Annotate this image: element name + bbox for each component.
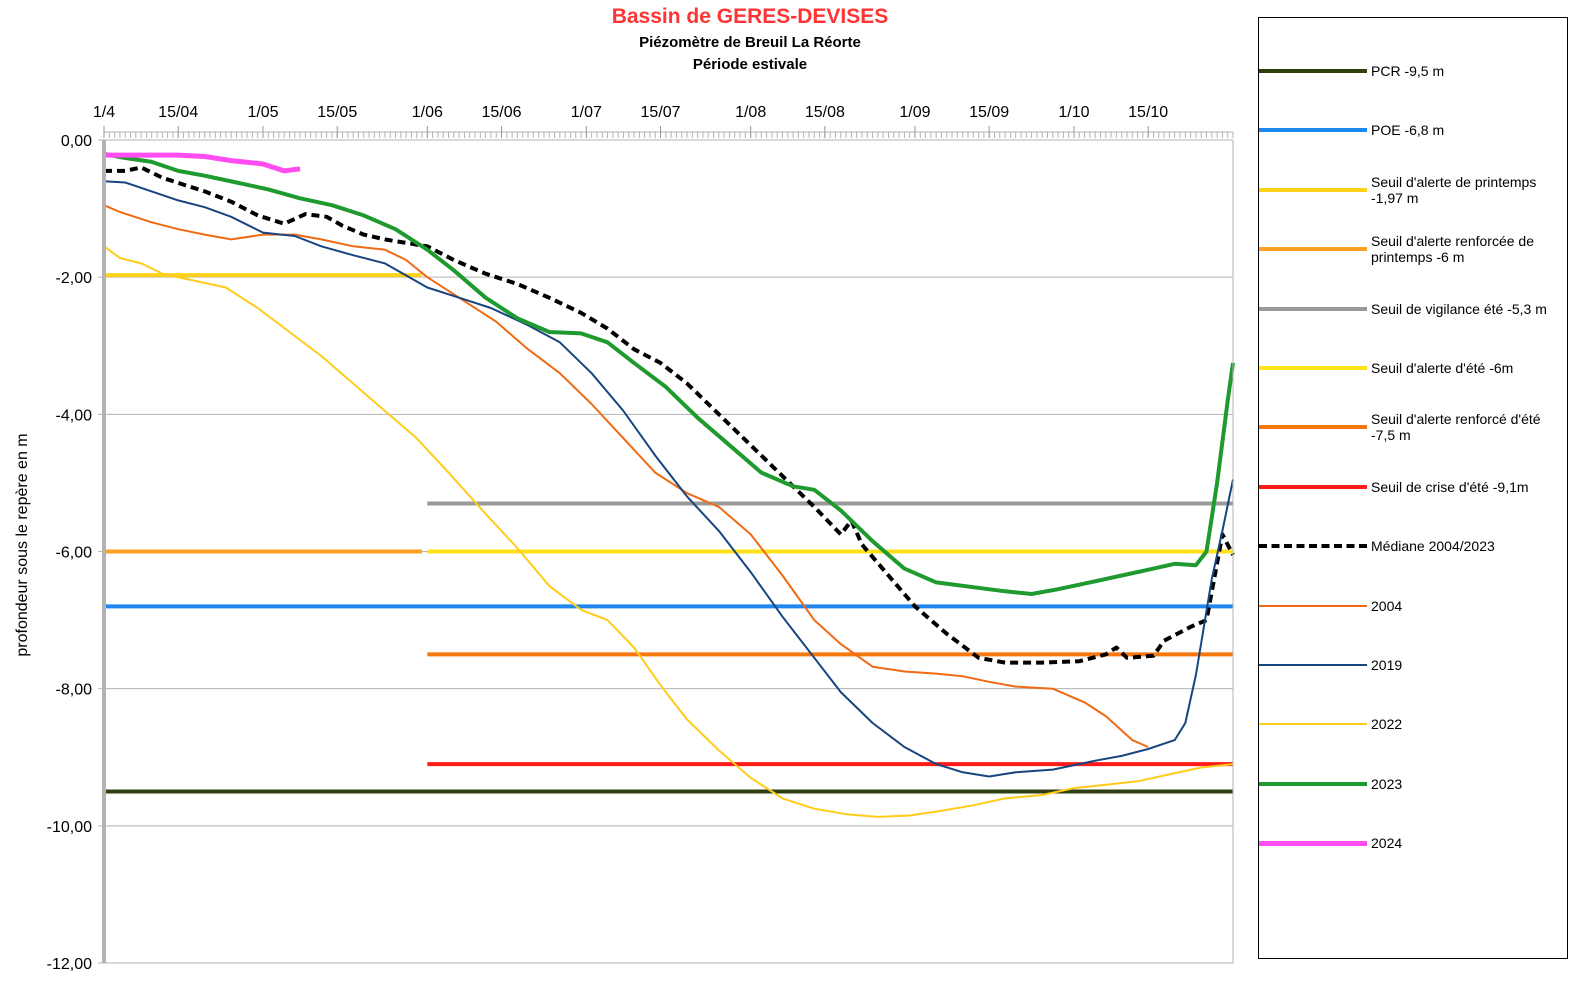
legend-label: Seuil de crise d'été -9,1m xyxy=(1371,479,1563,495)
legend-swatch xyxy=(1259,544,1367,548)
series-line-2019 xyxy=(104,181,1233,776)
legend-swatch xyxy=(1259,841,1367,846)
x-tick-label: 1/07 xyxy=(571,104,602,121)
legend-label: Seuil d'alerte de printemps -1,97 m xyxy=(1371,174,1563,206)
x-tick-label: 1/4 xyxy=(93,104,115,121)
y-tick-label: -12,00 xyxy=(47,956,92,973)
axes: 0,00 -2,00 -4,00 -6,00 -8,00 -10,00 -12,00 1/4 1… xyxy=(47,104,1233,973)
chart-title: Bassin de GERES-DEVISES xyxy=(400,5,1100,29)
x-tick-label: 1/08 xyxy=(735,104,766,121)
legend-swatch xyxy=(1259,425,1367,429)
y-tick-label: -6,00 xyxy=(56,545,93,562)
legend-label: Seuil d'alerte d'été -6m xyxy=(1371,360,1563,376)
y-tick-label: -4,00 xyxy=(56,407,93,424)
legend: PCR -9,5 m POE -6,8 m Seuil d'alerte de pr… xyxy=(1258,17,1568,959)
legend-label: Seuil d'alerte renforcé d'été -7,5 m xyxy=(1371,411,1563,443)
legend-label: Seuil d'alerte renforcée de printemps -6… xyxy=(1371,233,1563,265)
legend-item-2022: 2022 xyxy=(1259,704,1569,744)
threshold-lines xyxy=(104,275,1233,791)
legend-item-2023: 2023 xyxy=(1259,764,1569,804)
x-tick-label: 15/07 xyxy=(641,104,681,121)
legend-item-2019: 2019 xyxy=(1259,645,1569,685)
legend-swatch xyxy=(1259,605,1367,607)
legend-item-2004: 2004 xyxy=(1259,586,1569,626)
y-tick-label: 0,00 xyxy=(61,133,92,150)
legend-swatch xyxy=(1259,664,1367,666)
legend-item-seuil-d-alerte-d-ete-6m: Seuil d'alerte d'été -6m xyxy=(1259,348,1569,388)
series-line-2004 xyxy=(104,205,1148,747)
legend-label: Seuil de vigilance été -5,3 m xyxy=(1371,301,1563,317)
x-tick-label: 15/10 xyxy=(1128,104,1168,121)
legend-label: 2022 xyxy=(1371,716,1563,732)
legend-swatch xyxy=(1259,307,1367,311)
x-tick-label: 15/04 xyxy=(158,104,198,121)
legend-label: Médiane 2004/2023 xyxy=(1371,538,1563,554)
legend-item-seuil-de-crise-d-ete-9-1m: Seuil de crise d'été -9,1m xyxy=(1259,467,1569,507)
legend-item-poe-6-8-m: POE -6,8 m xyxy=(1259,110,1569,150)
x-tick-label: 1/06 xyxy=(412,104,443,121)
legend-label: PCR -9,5 m xyxy=(1371,63,1563,79)
x-tick-label: 15/09 xyxy=(969,104,1009,121)
x-tick-label: 1/10 xyxy=(1058,104,1089,121)
y-tick-label: -2,00 xyxy=(56,270,93,287)
legend-label: 2019 xyxy=(1371,657,1563,673)
legend-swatch xyxy=(1259,247,1367,251)
legend-swatch xyxy=(1259,366,1367,370)
legend-item-seuil-d-alerte-renforcee-de-printemps-6-m: Seuil d'alerte renforcée de printemps -6… xyxy=(1259,229,1569,269)
legend-swatch xyxy=(1259,723,1367,725)
series-line-2023 xyxy=(104,154,1233,594)
legend-label: 2023 xyxy=(1371,776,1563,792)
legend-label: 2004 xyxy=(1371,598,1563,614)
x-tick-label: 15/06 xyxy=(482,104,522,121)
x-tick-label: 15/05 xyxy=(317,104,357,121)
chart-subtitle-site: Piézomètre de Breuil La Réorte xyxy=(400,34,1100,51)
legend-item-seuil-d-alerte-renforce-d-ete-7-5-m: Seuil d'alerte renforcé d'été -7,5 m xyxy=(1259,407,1569,447)
legend-swatch xyxy=(1259,69,1367,73)
x-tick-label: 1/05 xyxy=(247,104,278,121)
legend-label: 2024 xyxy=(1371,835,1563,851)
legend-label: POE -6,8 m xyxy=(1371,122,1563,138)
legend-item-mediane-2004-2023: Médiane 2004/2023 xyxy=(1259,526,1569,566)
legend-item-pcr-9-5-m: PCR -9,5 m xyxy=(1259,51,1569,91)
legend-swatch xyxy=(1259,782,1367,786)
legend-swatch xyxy=(1259,485,1367,489)
legend-item-2024: 2024 xyxy=(1259,823,1569,863)
y-tick-label: -10,00 xyxy=(47,819,92,836)
legend-item-seuil-de-vigilance-ete-5-3-m: Seuil de vigilance été -5,3 m xyxy=(1259,289,1569,329)
legend-swatch xyxy=(1259,188,1367,192)
legend-swatch xyxy=(1259,128,1367,132)
y-tick-label: -8,00 xyxy=(56,682,93,699)
x-tick-label: 1/09 xyxy=(899,104,930,121)
series-lines xyxy=(104,154,1233,817)
y-axis-label: profondeur sous le repère en m xyxy=(14,433,32,656)
x-tick-label: 15/08 xyxy=(805,104,845,121)
chart-subtitle-period: Période estivale xyxy=(400,56,1100,73)
series-line-2022 xyxy=(104,246,1233,817)
legend-item-seuil-d-alerte-de-printemps-1-97-m: Seuil d'alerte de printemps -1,97 m xyxy=(1259,170,1569,210)
